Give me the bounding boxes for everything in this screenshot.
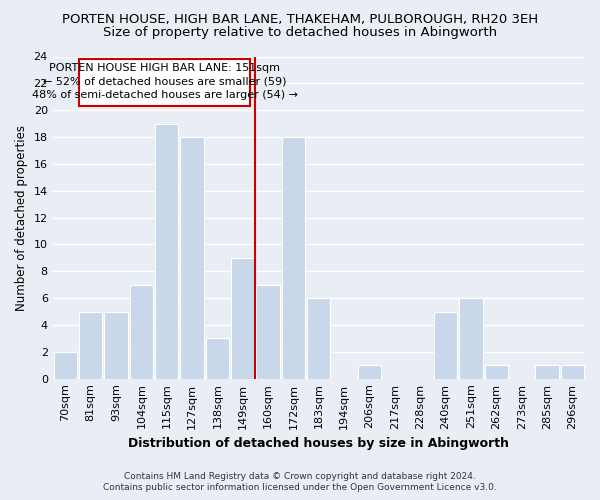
Bar — [53, 352, 77, 378]
Bar — [282, 137, 305, 378]
Bar — [459, 298, 482, 378]
Bar — [181, 137, 204, 378]
Bar — [130, 284, 153, 378]
Text: PORTEN HOUSE HIGH BAR LANE: 151sqm: PORTEN HOUSE HIGH BAR LANE: 151sqm — [49, 63, 280, 73]
Text: Contains HM Land Registry data © Crown copyright and database right 2024.
Contai: Contains HM Land Registry data © Crown c… — [103, 472, 497, 492]
X-axis label: Distribution of detached houses by size in Abingworth: Distribution of detached houses by size … — [128, 437, 509, 450]
Bar — [256, 284, 280, 378]
FancyBboxPatch shape — [79, 58, 250, 106]
Text: ← 52% of detached houses are smaller (59): ← 52% of detached houses are smaller (59… — [43, 77, 287, 87]
Bar — [535, 366, 559, 378]
Bar — [485, 366, 508, 378]
Bar — [560, 366, 584, 378]
Bar — [155, 124, 178, 378]
Text: 48% of semi-detached houses are larger (54) →: 48% of semi-detached houses are larger (… — [32, 90, 298, 101]
Text: PORTEN HOUSE, HIGH BAR LANE, THAKEHAM, PULBOROUGH, RH20 3EH: PORTEN HOUSE, HIGH BAR LANE, THAKEHAM, P… — [62, 12, 538, 26]
Text: Size of property relative to detached houses in Abingworth: Size of property relative to detached ho… — [103, 26, 497, 39]
Y-axis label: Number of detached properties: Number of detached properties — [15, 124, 28, 310]
Bar — [358, 366, 381, 378]
Bar — [434, 312, 457, 378]
Bar — [206, 338, 229, 378]
Bar — [231, 258, 254, 378]
Bar — [307, 298, 331, 378]
Bar — [104, 312, 128, 378]
Bar — [79, 312, 103, 378]
